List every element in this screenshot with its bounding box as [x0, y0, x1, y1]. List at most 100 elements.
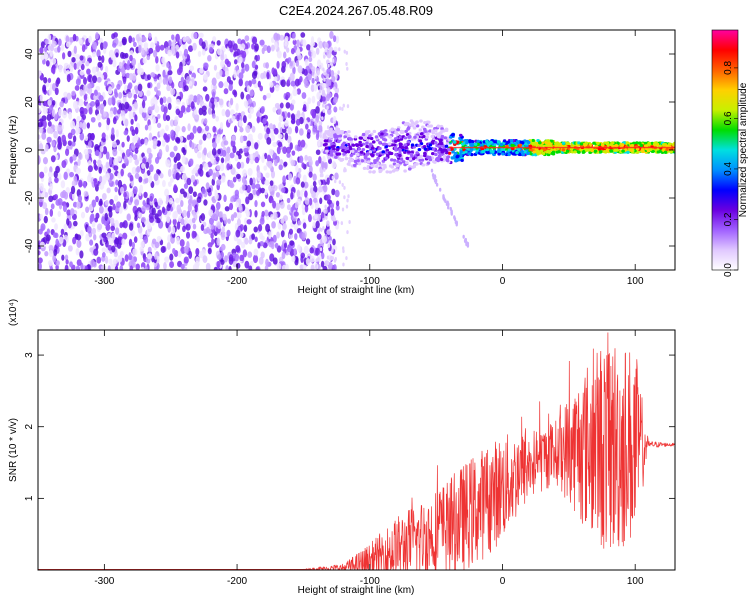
heat-speckle: [174, 119, 178, 127]
heat-band-point: [390, 128, 395, 132]
heat-speckle: [71, 141, 76, 147]
heat-speckle: [246, 140, 252, 147]
heat-speckle: [247, 98, 253, 104]
heat-speckle: [246, 219, 252, 225]
heat-speckle: [270, 241, 275, 250]
spectrogram-x-axis-label: Height of straight line (km): [298, 285, 415, 296]
heat-band-point: [334, 155, 338, 159]
heat-speckle: [141, 205, 147, 212]
heat-speckle: [263, 71, 267, 79]
heat-speckle: [168, 76, 173, 84]
heat-speckle: [251, 36, 258, 45]
heat-speckle: [225, 265, 230, 270]
heat-speckle: [219, 162, 225, 172]
heat-speckle: [285, 102, 291, 109]
heat-speckle: [66, 218, 70, 226]
heat-speckle: [133, 41, 137, 48]
heat-speckle: [48, 244, 54, 250]
heat-speckle: [78, 121, 83, 128]
heat-speckle: [226, 146, 231, 154]
heat-speckle: [269, 197, 274, 203]
heat-speckle: [87, 132, 93, 141]
heat-speckle: [250, 158, 254, 165]
heat-speckle: [289, 103, 294, 111]
heat-speckle: [167, 181, 172, 187]
heat-speckle: [189, 194, 193, 204]
heat-band-point: [365, 144, 369, 149]
heat-speckle: [249, 106, 255, 114]
heat-speckle: [101, 247, 107, 253]
heat-speckle: [262, 94, 267, 101]
heat-speckle: [233, 90, 238, 98]
heat-speckle: [251, 78, 257, 85]
heat-speckle: [64, 254, 69, 261]
heat-speckle: [236, 161, 242, 170]
heat-speckle: [295, 164, 299, 173]
heat-band-point: [460, 158, 464, 162]
heat-speckle: [271, 221, 276, 229]
heat-speckle: [123, 130, 129, 136]
heat-speckle: [187, 203, 192, 213]
heat-speckle: [205, 262, 211, 270]
heat-band-point: [369, 136, 374, 141]
heat-speckle: [285, 35, 289, 42]
heat-band-point: [383, 142, 387, 146]
y-tick-label: 40: [24, 48, 35, 60]
heat-speckle: [272, 257, 278, 265]
heat-speckle: [247, 133, 253, 141]
heat-band-point: [444, 144, 449, 148]
heat-speckle: [197, 151, 202, 159]
heat-band-point: [371, 170, 376, 174]
heat-speckle: [292, 66, 296, 75]
heat-speckle: [216, 237, 221, 246]
heat-speckle: [91, 66, 97, 74]
heat-band-point: [435, 132, 439, 136]
heat-speckle: [44, 38, 49, 45]
heat-speckle: [128, 223, 134, 231]
heat-band-point: [610, 141, 615, 145]
heat-speckle: [332, 238, 336, 246]
heat-band-point: [426, 124, 431, 128]
heat-speckle: [309, 247, 315, 254]
heat-speckle: [89, 239, 94, 246]
heat-speckle: [191, 199, 198, 205]
heat-speckle: [179, 192, 183, 202]
heat-speckle: [97, 223, 103, 231]
heat-speckle: [210, 97, 215, 104]
heat-speckle: [175, 108, 181, 116]
x-tick-label: 0: [500, 576, 506, 587]
heat-speckle: [132, 136, 138, 144]
heat-speckle: [93, 163, 97, 170]
heat-speckle: [257, 242, 261, 249]
heat-speckle: [279, 34, 285, 41]
heat-speckle: [346, 230, 349, 235]
heat-band-point: [437, 154, 442, 158]
heat-band-point: [629, 144, 634, 148]
heat-speckle: [49, 183, 54, 191]
heat-speckle: [238, 203, 243, 211]
heat-speckle: [216, 260, 221, 269]
snr-y-scale-label: (x10⁴): [8, 299, 19, 326]
heat-speckle: [157, 90, 161, 97]
heat-speckle: [327, 63, 330, 68]
heat-speckle: [229, 109, 235, 116]
heat-band-point: [536, 138, 540, 143]
heat-band-point: [467, 152, 472, 156]
heat-speckle: [236, 218, 241, 227]
heat-speckle: [285, 91, 291, 99]
heat-speckle: [159, 129, 165, 137]
x-tick-label: 100: [627, 276, 644, 287]
heat-speckle: [48, 249, 54, 258]
heat-speckle: [314, 202, 320, 211]
heat-speckle: [63, 62, 69, 70]
heat-speckle: [152, 49, 158, 58]
heat-speckle: [245, 196, 250, 205]
heat-speckle: [131, 37, 136, 43]
heat-band-point: [403, 122, 408, 127]
heat-speckle: [112, 259, 117, 268]
heat-band-point: [394, 153, 398, 157]
heat-speckle: [272, 211, 278, 220]
heat-speckle: [201, 49, 206, 56]
heat-speckle: [194, 114, 200, 123]
heat-band-point: [399, 157, 404, 161]
